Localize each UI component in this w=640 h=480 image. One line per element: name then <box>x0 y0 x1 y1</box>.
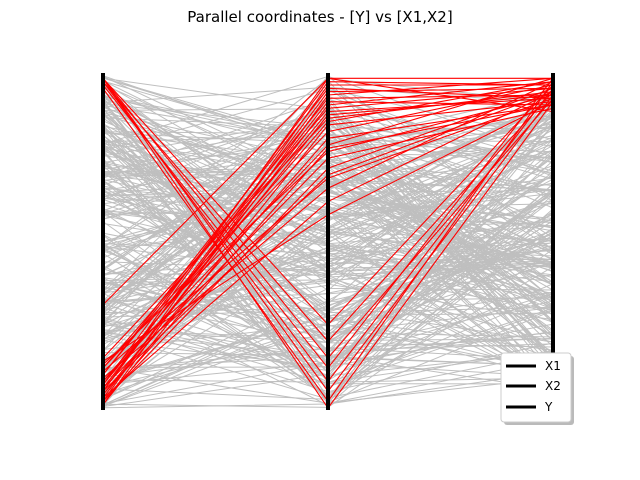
chart-title: Parallel coordinates - [Y] vs [X1,X2] <box>187 8 452 26</box>
legend-label-x2: X2 <box>545 379 561 393</box>
legend-label-y: Y <box>544 400 553 414</box>
legend: X1 X2 Y <box>500 352 574 425</box>
legend-label-x1: X1 <box>545 359 561 373</box>
